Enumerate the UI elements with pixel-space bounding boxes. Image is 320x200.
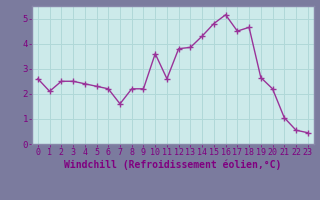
X-axis label: Windchill (Refroidissement éolien,°C): Windchill (Refroidissement éolien,°C) — [64, 160, 282, 170]
